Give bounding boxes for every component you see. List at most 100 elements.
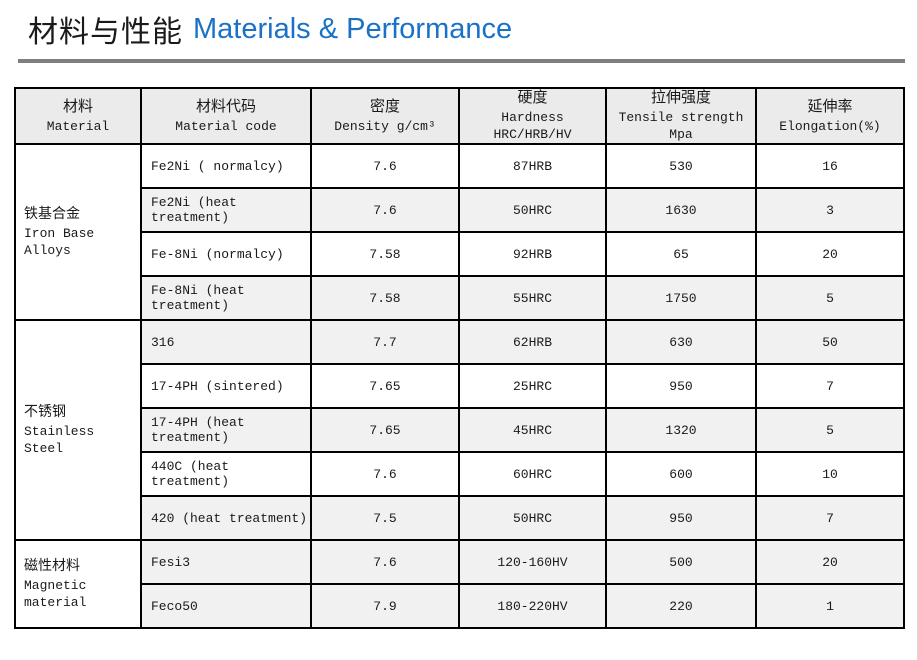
category-cell-iron-base-alloys: 铁基合金 Iron Base Alloys (14, 143, 142, 321)
page-title-chinese: 材料与性能 (28, 15, 183, 50)
header-material: 材料 Material (14, 87, 142, 145)
cell-hardness: 87HRB (458, 143, 607, 189)
header-tensile: 拉伸强度 Tensile strength Mpa (605, 87, 757, 145)
header-density-en: Density g/cm³ (334, 118, 436, 134)
table-row: Feco50 7.9 180-220HV 220 1 (15, 583, 905, 629)
cell-tensile: 1750 (605, 275, 757, 321)
cell-material-code: 316 (140, 319, 312, 365)
table-row: Fe-8Ni (normalcy) 7.58 92HRB 65 20 (15, 231, 905, 277)
cell-density: 7.6 (310, 539, 460, 585)
header-row: 材料 Material 材料代码 Material code 密度 Densit… (14, 87, 905, 145)
category-en: Iron Base Alloys (24, 225, 95, 258)
header-material-code-zh: 材料代码 (195, 98, 256, 116)
cell-material-code: 17-4PH (sintered) (140, 363, 312, 409)
cell-density: 7.5 (310, 495, 460, 541)
header-hardness: 硬度 Hardness HRC/HRB/HV (458, 87, 607, 145)
cell-hardness: 45HRC (458, 407, 607, 453)
table-row: 铁基合金 Iron Base Alloys Fe2Ni ( normalcy) … (14, 143, 905, 321)
table-row: 17-4PH (heat treatment) 7.65 45HRC 1320 … (15, 407, 905, 453)
header-material-zh: 材料 (62, 98, 93, 116)
category-zh: 铁基合金 (24, 206, 80, 223)
cell-density: 7.58 (310, 275, 460, 321)
header-material-code-en: Material code (175, 118, 277, 134)
header-density-zh: 密度 (369, 98, 400, 116)
header-tensile-zh: 拉伸强度 (650, 90, 711, 107)
cell-elongation: 1 (755, 583, 905, 629)
cell-elongation: 7 (755, 495, 905, 541)
cell-hardness: 62HRB (458, 319, 607, 365)
header-elongation-zh: 延伸率 (807, 98, 853, 116)
cell-material-code: Fesi3 (140, 539, 312, 585)
cell-elongation: 10 (755, 451, 905, 497)
table-row: 440C (heat treatment) 7.6 60HRC 600 10 (15, 451, 905, 497)
cell-material-code: 17-4PH (heat treatment) (140, 407, 312, 453)
cell-tensile: 1630 (605, 187, 757, 233)
cell-density: 7.58 (310, 231, 460, 277)
cell-elongation: 16 (755, 143, 905, 189)
cell-density: 7.6 (310, 451, 460, 497)
cell-tensile: 950 (605, 495, 757, 541)
cell-elongation: 20 (755, 231, 905, 277)
header-elongation-en: Elongation(%) (779, 118, 881, 134)
cell-elongation: 50 (755, 319, 905, 365)
cell-tensile: 950 (605, 363, 757, 409)
table-row: 不锈钢 Stainless Steel 316 7.7 62HRB 630 50 (14, 319, 905, 541)
table-row: 17-4PH (sintered) 7.65 25HRC 950 7 (15, 363, 905, 409)
page-title-english: Materials & Performance (193, 12, 513, 45)
header-tensile-en: Tensile strength Mpa (618, 110, 744, 142)
title-divider-rule (18, 59, 905, 63)
header-material-code: 材料代码 Material code (140, 87, 312, 145)
cell-material-code: 440C (heat treatment) (140, 451, 312, 497)
cell-tensile: 600 (605, 451, 757, 497)
table-row: 磁性材料 Magnetic material Fesi3 7.6 120-160… (14, 539, 905, 629)
cell-density: 7.65 (310, 363, 460, 409)
cell-hardness: 180-220HV (458, 583, 607, 629)
cell-elongation: 3 (755, 187, 905, 233)
header-material-en: Material (46, 118, 110, 134)
cell-density: 7.9 (310, 583, 460, 629)
cell-tensile: 65 (605, 231, 757, 277)
cell-material-code: 420 (heat treatment) (140, 495, 312, 541)
materials-table: 材料 Material 材料代码 Material code 密度 Densit… (14, 87, 905, 629)
cell-tensile: 530 (605, 143, 757, 189)
cell-density: 7.7 (310, 319, 460, 365)
cell-material-code: Fe2Ni ( normalcy) (140, 143, 312, 189)
cell-hardness: 92HRB (458, 231, 607, 277)
cell-tensile: 630 (605, 319, 757, 365)
cell-density: 7.65 (310, 407, 460, 453)
cell-tensile: 220 (605, 583, 757, 629)
cell-elongation: 5 (755, 275, 905, 321)
table-row: 420 (heat treatment) 7.5 50HRC 950 7 (15, 495, 905, 541)
cell-hardness: 50HRC (458, 187, 607, 233)
header-hardness-en: Hardness HRC/HRB/HV (493, 110, 572, 142)
category-zh: 不锈钢 (24, 404, 66, 421)
cell-density: 7.6 (310, 143, 460, 189)
category-en: Stainless Steel (24, 423, 95, 456)
cell-tensile: 500 (605, 539, 757, 585)
cell-hardness: 25HRC (458, 363, 607, 409)
cell-material-code: Fe-8Ni (heat treatment) (140, 275, 312, 321)
table-row: Fe-8Ni (heat treatment) 7.58 55HRC 1750 … (15, 275, 905, 321)
cell-hardness: 60HRC (458, 451, 607, 497)
cell-tensile: 1320 (605, 407, 757, 453)
table-row: Fe2Ni (heat treatment) 7.6 50HRC 1630 3 (15, 187, 905, 233)
cell-elongation: 5 (755, 407, 905, 453)
cell-hardness: 50HRC (458, 495, 607, 541)
materials-table-container: 材料 Material 材料代码 Material code 密度 Densit… (14, 87, 905, 629)
category-en: Magnetic material (24, 577, 87, 610)
page-title: 材料与性能 Materials & Performance (28, 6, 512, 52)
category-zh: 磁性材料 (24, 558, 80, 575)
cell-elongation: 20 (755, 539, 905, 585)
header-elongation: 延伸率 Elongation(%) (755, 87, 905, 145)
cell-hardness: 55HRC (458, 275, 607, 321)
cell-material-code: Fe2Ni (heat treatment) (140, 187, 312, 233)
cell-elongation: 7 (755, 363, 905, 409)
category-cell-stainless-steel: 不锈钢 Stainless Steel (14, 319, 142, 541)
cell-material-code: Fe-8Ni (normalcy) (140, 231, 312, 277)
header-density: 密度 Density g/cm³ (310, 87, 460, 145)
header-hardness-zh: 硬度 (517, 90, 548, 107)
cell-material-code: Feco50 (140, 583, 312, 629)
cell-density: 7.6 (310, 187, 460, 233)
cell-hardness: 120-160HV (458, 539, 607, 585)
